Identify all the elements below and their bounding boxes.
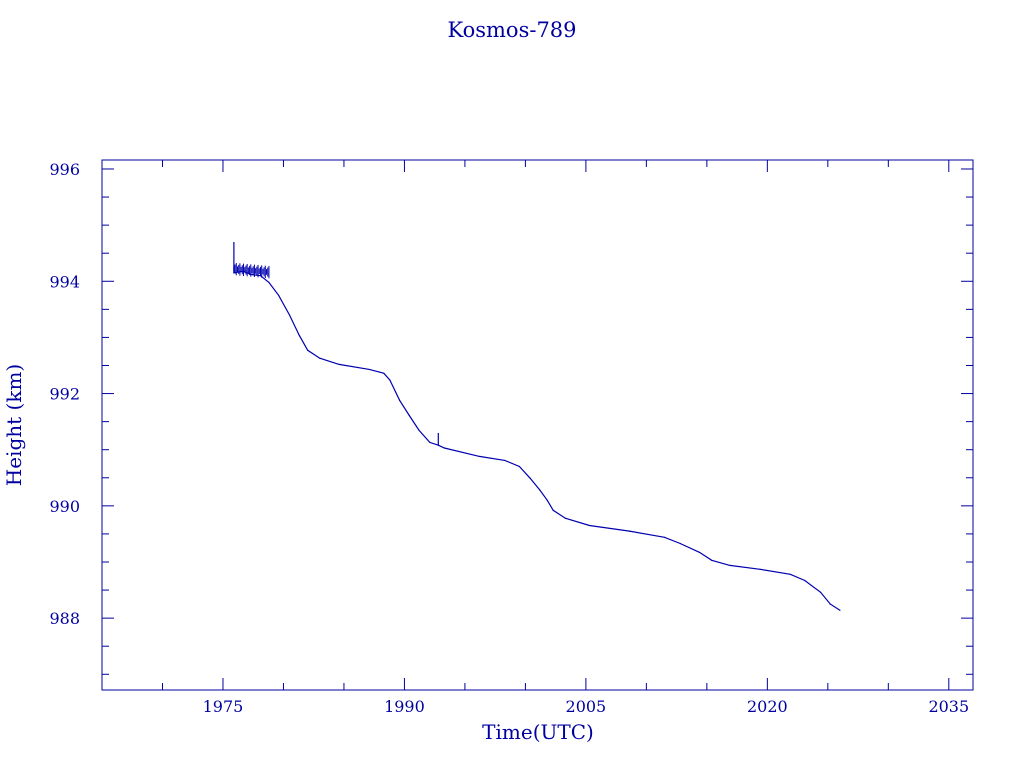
data-point — [759, 568, 761, 570]
data-point — [478, 455, 481, 458]
data-point — [789, 573, 791, 575]
data-point — [418, 429, 420, 431]
data-point — [368, 368, 370, 371]
plot-frame — [101, 159, 974, 691]
data-point — [504, 459, 506, 461]
data-point — [268, 281, 270, 283]
data-point — [552, 509, 554, 511]
data-point — [278, 294, 280, 296]
height-series-line — [233, 242, 841, 611]
data-point — [546, 499, 548, 501]
data-point — [839, 609, 841, 611]
y-tick-label: 988 — [49, 609, 80, 628]
x-tick-label: 2020 — [747, 697, 788, 716]
x-axis-label: Time(UTC) — [482, 720, 594, 744]
data-point — [819, 591, 822, 593]
y-tick-label: 994 — [49, 272, 80, 291]
data-point — [679, 542, 681, 545]
y-tick-label: 996 — [49, 160, 80, 179]
data-point — [588, 524, 591, 527]
data-point — [729, 564, 731, 566]
data-point — [429, 441, 431, 444]
x-tick-label: 2035 — [928, 697, 969, 716]
data-point — [437, 444, 439, 446]
data-point — [307, 349, 309, 351]
data-point — [539, 489, 541, 491]
data-point — [804, 579, 806, 582]
data-point — [338, 363, 340, 365]
x-tick-label: 2005 — [566, 697, 607, 716]
data-point — [233, 272, 235, 274]
data-point — [389, 379, 391, 381]
data-point — [628, 530, 631, 532]
data-point — [443, 447, 445, 449]
data-point — [518, 465, 520, 468]
data-point — [529, 477, 531, 479]
y-tick-label: 992 — [49, 385, 80, 404]
data-point — [711, 559, 713, 561]
data-point — [319, 357, 321, 359]
data-point — [288, 314, 291, 316]
y-tick-label: 990 — [49, 497, 80, 516]
data-point — [233, 241, 235, 244]
data-point — [408, 414, 410, 417]
y-axis-label: Height (km) — [2, 364, 26, 486]
x-tick-label: 1975 — [203, 697, 244, 716]
data-point — [564, 517, 566, 519]
data-point — [398, 399, 401, 401]
data-point — [298, 334, 300, 336]
data-point — [383, 372, 385, 374]
chart-title: Kosmos-789 — [447, 18, 576, 42]
data-point — [437, 432, 439, 435]
data-point — [699, 551, 701, 554]
data-point — [663, 536, 666, 538]
x-tick-label: 1990 — [384, 697, 425, 716]
data-point — [829, 603, 831, 605]
